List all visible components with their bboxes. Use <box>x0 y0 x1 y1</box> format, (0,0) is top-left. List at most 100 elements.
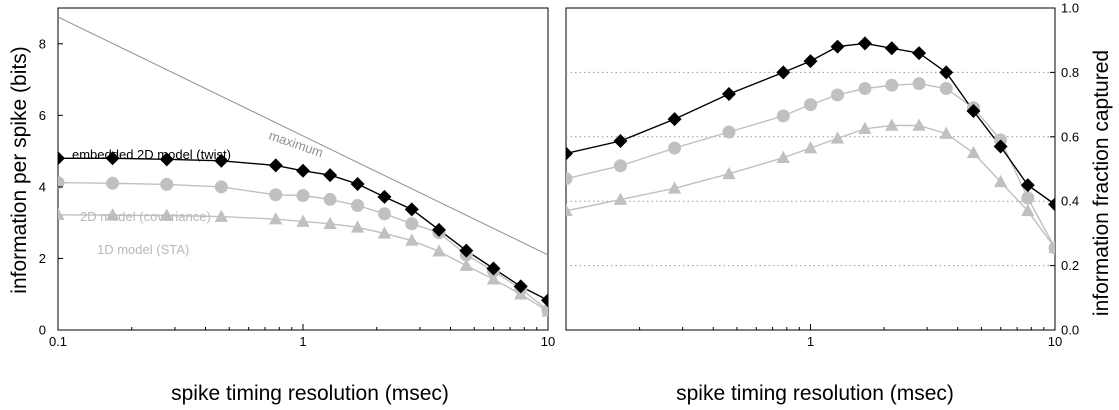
x-tick-label: 10 <box>1048 334 1062 349</box>
data-point-2d-model-covariance <box>566 172 573 186</box>
data-point-2d-model-covariance <box>323 192 337 206</box>
series-line-maximum <box>58 16 548 256</box>
data-point-embedded-2d-model-twist <box>323 168 338 183</box>
data-point-1d-model-sta <box>885 118 899 131</box>
data-point-2d-model-covariance <box>214 180 228 194</box>
data-point-1d-model-sta <box>566 203 573 217</box>
y-tick-label: 0 <box>39 323 46 338</box>
data-point-embedded-2d-model-twist <box>857 36 872 51</box>
data-point-embedded-2d-model-twist <box>377 189 392 204</box>
data-point-embedded-2d-model-twist <box>486 261 501 276</box>
y-tick-label: 8 <box>39 36 46 51</box>
data-point-embedded-2d-model-twist <box>566 146 573 161</box>
data-point-2d-model-covariance <box>269 188 283 202</box>
data-point-2d-model-covariance <box>351 198 365 212</box>
data-point-embedded-2d-model-twist <box>993 139 1008 154</box>
data-point-2d-model-covariance <box>722 125 736 139</box>
data-point-1d-model-sta <box>1021 203 1035 217</box>
data-point-2d-model-covariance <box>912 77 926 91</box>
series-line-1d-model-sta <box>58 214 548 312</box>
data-point-embedded-2d-model-twist <box>296 163 310 178</box>
data-point-embedded-2d-model-twist <box>721 86 736 101</box>
data-point-embedded-2d-model-twist <box>830 39 845 54</box>
y-tick-label: 0.6 <box>1061 129 1079 144</box>
data-point-1d-model-sta <box>803 141 818 154</box>
data-point-embedded-2d-model-twist <box>884 41 899 56</box>
data-point-1d-model-sta <box>323 216 337 229</box>
data-point-1d-model-sta <box>269 212 283 225</box>
data-point-embedded-2d-model-twist <box>159 152 174 167</box>
data-point-embedded-2d-model-twist <box>966 104 981 119</box>
right-ticks: 1 100.0 0.2 0.4 0.6 0.8 1.0 <box>565 1 1079 349</box>
data-point-1d-model-sta <box>776 150 790 163</box>
data-point-embedded-2d-model-twist <box>541 293 548 308</box>
data-point-1d-model-sta <box>613 192 628 205</box>
right-y-axis-title: information fraction captured <box>1090 50 1113 316</box>
data-point-2d-model-covariance <box>613 159 627 173</box>
data-point-2d-model-covariance <box>541 303 548 317</box>
sta-model-label: 1D model (STA) <box>97 242 189 257</box>
y-tick-label: 0.4 <box>1061 194 1079 209</box>
left-ticks: 0.1 1 10 0 2 4 6 8 <box>39 36 555 349</box>
data-point-1d-model-sta <box>858 121 872 134</box>
data-point-embedded-2d-model-twist <box>58 151 65 166</box>
data-point-1d-model-sta <box>160 208 174 221</box>
right-series-markers <box>566 36 1055 255</box>
data-point-2d-model-covariance <box>1048 241 1055 255</box>
data-point-1d-model-sta <box>667 181 682 194</box>
data-point-1d-model-sta <box>296 214 310 227</box>
data-point-embedded-2d-model-twist <box>404 202 419 217</box>
data-point-embedded-2d-model-twist <box>613 133 628 148</box>
data-point-embedded-2d-model-twist <box>431 222 446 237</box>
data-point-1d-model-sta <box>214 209 228 222</box>
data-point-embedded-2d-model-twist <box>776 65 791 80</box>
left-x-axis-title: spike timing resolution (msec) <box>171 382 449 405</box>
data-point-1d-model-sta <box>486 272 501 285</box>
data-point-2d-model-covariance <box>831 88 845 102</box>
y-tick-label: 0.8 <box>1061 65 1079 80</box>
data-point-1d-model-sta <box>377 226 392 239</box>
x-tick-label: 0.1 <box>49 334 67 349</box>
series-line-embedded-2d-model-twist <box>58 157 548 301</box>
twist-model-label: embedded 2D model (twist) <box>72 147 231 162</box>
data-point-1d-model-sta <box>459 258 473 271</box>
data-point-embedded-2d-model-twist <box>667 112 682 127</box>
data-point-1d-model-sta <box>939 126 953 139</box>
data-point-embedded-2d-model-twist <box>214 153 229 168</box>
y-tick-label: 4 <box>39 179 46 194</box>
data-point-2d-model-covariance <box>1021 191 1035 205</box>
data-point-2d-model-covariance <box>668 141 682 155</box>
data-point-2d-model-covariance <box>885 78 899 92</box>
left-series-markers <box>58 151 548 317</box>
data-point-embedded-2d-model-twist <box>513 279 528 294</box>
y-tick-label: 1.0 <box>1061 1 1079 16</box>
data-point-1d-model-sta <box>105 208 120 221</box>
y-tick-label: 6 <box>39 108 46 123</box>
x-tick-label: 10 <box>541 334 555 349</box>
data-point-2d-model-covariance <box>858 82 872 95</box>
data-point-embedded-2d-model-twist <box>1048 197 1055 212</box>
data-point-embedded-2d-model-twist <box>268 158 283 173</box>
covariance-model-label: 2D model (covariance) <box>80 209 211 224</box>
data-point-1d-model-sta <box>993 174 1008 188</box>
data-point-2d-model-covariance <box>804 98 817 112</box>
data-point-2d-model-covariance <box>776 109 790 123</box>
data-point-embedded-2d-model-twist <box>803 54 818 69</box>
data-point-1d-model-sta <box>350 220 365 233</box>
x-tick-label: 1 <box>299 334 306 349</box>
y-tick-label: 2 <box>39 251 46 266</box>
data-point-2d-model-covariance <box>106 176 120 190</box>
data-point-2d-model-covariance <box>58 176 65 190</box>
data-point-embedded-2d-model-twist <box>459 243 474 258</box>
data-point-1d-model-sta <box>830 131 845 144</box>
y-tick-label: 0.2 <box>1061 258 1079 273</box>
right-grid <box>566 71 1055 267</box>
left-y-axis-title: information per spike (bits) <box>8 46 31 293</box>
data-point-1d-model-sta <box>722 166 736 180</box>
right-panel: 1 100.0 0.2 0.4 0.6 0.8 1.0 spike timing resol… <box>565 1 1113 405</box>
data-point-2d-model-covariance <box>377 207 391 221</box>
y-tick-label: 0.0 <box>1061 323 1079 338</box>
data-point-embedded-2d-model-twist <box>350 177 365 192</box>
